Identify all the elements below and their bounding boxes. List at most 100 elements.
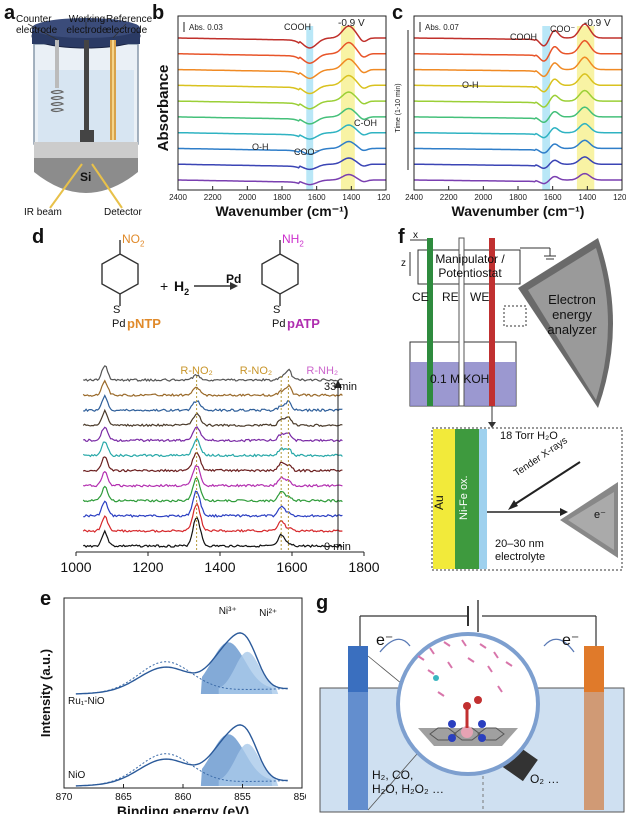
ni2-component-2 [218,743,279,786]
spectrum-curve-10 [414,172,622,185]
raman-curve-10 [83,394,343,413]
spectrum-curve-9 [414,156,622,169]
spectrum-curve-1 [178,25,386,49]
spectrum-curve-4 [414,73,622,93]
pd-label-left: Pd [112,318,126,330]
spectrum-curve-6 [178,107,386,125]
raman-curve-9 [82,408,343,428]
annotation-rno2-2: R-NO₂ [240,365,272,377]
annotation-2: COO⁻ [550,24,576,34]
chart-c: 2400 2200 2000 1800 1600 1400 1200 Wavenumber (… [395,15,626,219]
panel-label-a: a [4,2,16,24]
time-arrow-head [334,380,342,388]
reactant-name: pNTP [127,316,161,331]
detector-label: Detector [104,207,142,218]
spectrum-curve-7 [178,124,386,140]
x-tick-label-2000: 2000 [474,193,492,202]
annotation-ni2: Ni²⁺ [259,608,277,619]
raman-curve-6 [82,451,343,473]
au-label: Au [432,495,446,510]
time-top-label: 33 min [324,381,357,393]
we-label: WE [470,290,490,304]
raman-curve-12 [83,365,343,382]
x-tick-label-1200: 1200 [132,559,163,575]
x-tick-label-870: 870 [56,792,73,803]
series-label-ru1-nio: Ru₁-NiO [68,696,105,707]
si-label: Si [80,170,92,184]
x-tick-label-1800: 1800 [348,559,379,575]
chart-b: 2400 2200 2000 1800 1600 1400 1200 Wavenumber (… [155,15,390,219]
spectrum-curve-2 [178,41,386,64]
spectrum-curve-6 [414,106,622,124]
electron-right: e⁻ [562,632,580,649]
axis-x-label: x [413,230,418,241]
scale-bar-label: Abs. 0.07 [425,23,459,32]
koh-label: 0.1 M KOH [430,372,490,386]
reactant-group: NO2 [122,232,145,249]
raman-curve-7 [82,437,343,458]
x-tick-label-1400: 1400 [578,193,596,202]
x-tick-label-1600: 1600 [308,193,326,202]
x-tick-label-855: 855 [234,792,251,803]
raman-curve-4 [82,477,343,503]
spectrum-curve-5 [414,89,622,108]
x-tick-label-1200: 1200 [377,193,390,202]
panel-label-e: e [40,588,52,610]
highlight-band-1 [542,26,551,190]
product-name: pATP [287,316,320,331]
annotation-3: COO⁻ [294,147,320,157]
electron-label-f: e⁻ [594,509,606,521]
x-tick-label-2400: 2400 [405,193,423,202]
ce-label: CE [412,290,429,304]
x-tick-label-1600: 1600 [544,193,562,202]
axis-z-label: z [401,258,406,269]
panel-label-f: f [398,226,405,248]
annotation-1: COOH [284,22,311,32]
panel-label-b: b [152,2,165,24]
raman-curve-1 [83,516,343,549]
spectrum-curve-10 [178,173,386,186]
y-axis-label: Intensity (a.u.) [38,649,53,737]
x-tick-label-2000: 2000 [238,193,256,202]
cathode-products: H₂, CO, H₂O, H₂O₂ … [372,768,444,796]
reference-electrode-label: Reference electrode [106,14,153,36]
counter-electrode-label: Counter electrode [16,14,58,36]
raman-curve-5 [83,465,343,488]
nife-label: Ni-Fe ox. [458,475,470,520]
envelope-fit-2 [75,724,288,787]
x-tick-label-1200: 1200 [613,193,626,202]
chart-d: 1000 1200 1400 1600 1800 R-NO₂ R-NO₂ R-NH₂ 33 mi… [60,365,379,575]
product-group: NH2 [282,232,304,249]
annotation-ni3: Ni³⁺ [219,606,237,617]
spectrum-curve-8 [177,140,386,155]
time-bottom-label: 0 min [324,541,351,553]
envelope-fit-1 [75,632,288,695]
chart-e: 870 865 860 855 850 Binding energy (eV) Intens… [38,597,306,814]
x-tick-label-1600: 1600 [276,559,307,575]
spectrum-curve-1 [414,23,622,47]
spectrum-curve-9 [178,157,386,171]
x-axis-label: Wavenumber (cm⁻¹) [216,203,349,219]
y-axis-label: Absorbance [155,65,172,152]
spectrum-curve-4 [177,74,386,95]
panel-a-cell-diagram [27,18,141,209]
pd-label-right: Pd [272,318,286,330]
working-electrode-label: Working electrode [66,14,108,36]
annotation-rnh2: R-NH₂ [306,365,338,377]
s-label-right: S [273,304,281,316]
annotation-4: C-OH [354,118,377,128]
ni2-component-1 [218,651,279,694]
catalyst-label: Pd [226,272,242,286]
electron-left: e⁻ [376,632,394,649]
spectrum-curve-2 [414,39,622,62]
analyzer-label: Electron energy analyzer [547,292,597,337]
panel-g-cell-diagram [319,600,625,813]
spectrum-curve-8 [413,139,622,154]
raman-curve-3 [83,490,343,518]
x-tick-label-1400: 1400 [342,193,360,202]
spectrum-curve-3 [178,58,386,80]
x-tick-label-1400: 1400 [204,559,235,575]
panel-label-g: g [316,592,329,614]
x-tick-label-2200: 2200 [440,193,458,202]
reaction-scheme [101,240,299,306]
